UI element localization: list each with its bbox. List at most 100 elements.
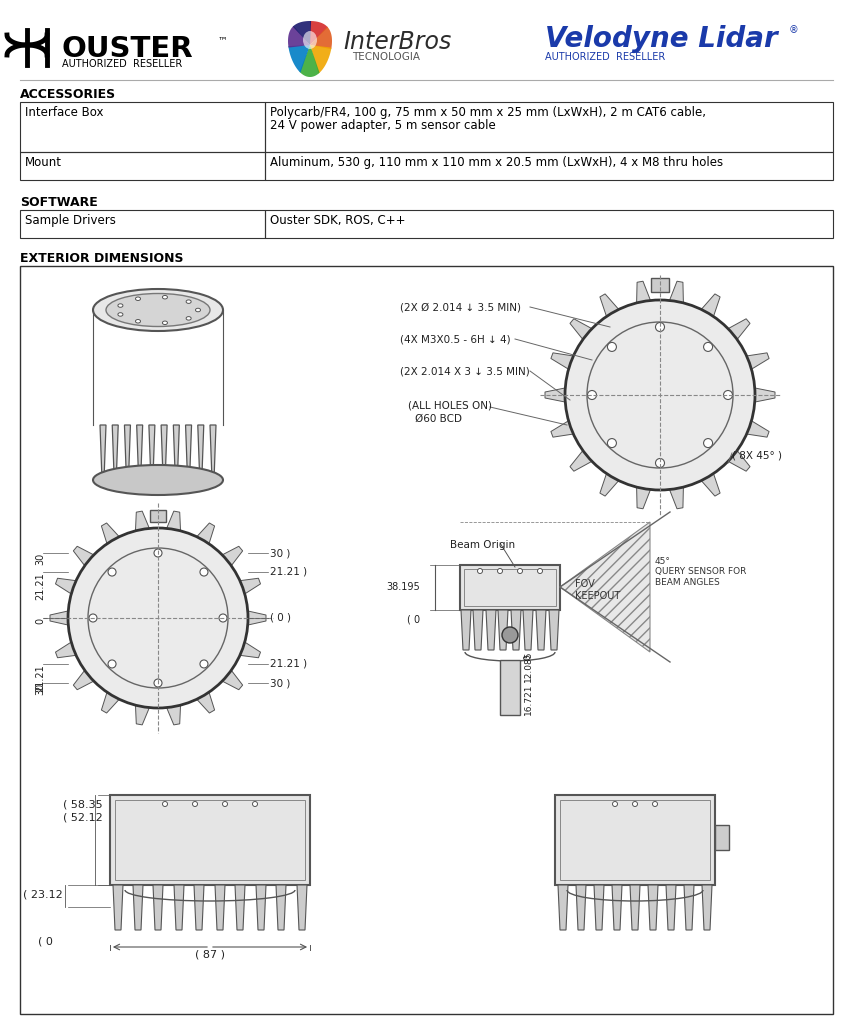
Polygon shape bbox=[73, 671, 94, 690]
Polygon shape bbox=[569, 318, 591, 339]
Ellipse shape bbox=[195, 308, 200, 311]
Text: ™: ™ bbox=[218, 35, 227, 45]
Text: 21.21 ): 21.21 ) bbox=[270, 567, 307, 577]
Polygon shape bbox=[101, 692, 119, 713]
Bar bbox=[560, 800, 709, 880]
Polygon shape bbox=[669, 282, 682, 303]
Circle shape bbox=[199, 568, 208, 577]
Polygon shape bbox=[701, 885, 711, 930]
Polygon shape bbox=[700, 474, 719, 496]
Text: ( 23.12: ( 23.12 bbox=[23, 890, 63, 900]
Polygon shape bbox=[560, 522, 649, 652]
Text: 16.721: 16.721 bbox=[523, 683, 532, 715]
Text: ( 87 ): ( 87 ) bbox=[195, 950, 225, 959]
Text: 30: 30 bbox=[35, 553, 45, 565]
Polygon shape bbox=[197, 523, 215, 544]
Polygon shape bbox=[288, 26, 309, 48]
Polygon shape bbox=[309, 27, 331, 49]
Circle shape bbox=[193, 802, 198, 807]
Polygon shape bbox=[186, 425, 192, 480]
Text: 24 V power adapter, 5 m sensor cable: 24 V power adapter, 5 m sensor cable bbox=[270, 119, 495, 132]
Polygon shape bbox=[510, 610, 521, 650]
Circle shape bbox=[654, 459, 664, 468]
Polygon shape bbox=[700, 294, 719, 316]
Polygon shape bbox=[149, 425, 155, 480]
Circle shape bbox=[607, 342, 616, 351]
Ellipse shape bbox=[135, 297, 141, 300]
Ellipse shape bbox=[106, 294, 210, 327]
Circle shape bbox=[154, 549, 162, 557]
Ellipse shape bbox=[302, 31, 317, 49]
Text: 38.195: 38.195 bbox=[386, 582, 419, 592]
Polygon shape bbox=[124, 425, 130, 480]
Text: 30 ): 30 ) bbox=[270, 678, 290, 688]
Text: Beam Origin: Beam Origin bbox=[450, 540, 515, 550]
Ellipse shape bbox=[162, 296, 167, 299]
Bar bbox=[459, 565, 560, 610]
Text: 21.21: 21.21 bbox=[35, 664, 45, 692]
Polygon shape bbox=[73, 546, 94, 565]
Bar bbox=[499, 660, 520, 715]
Polygon shape bbox=[636, 282, 649, 303]
Polygon shape bbox=[50, 611, 68, 625]
Text: ( 0 ): ( 0 ) bbox=[270, 613, 291, 623]
Circle shape bbox=[108, 659, 116, 668]
Bar bbox=[150, 510, 166, 522]
Polygon shape bbox=[210, 425, 216, 480]
Polygon shape bbox=[240, 642, 260, 657]
Circle shape bbox=[564, 300, 754, 490]
Text: AUTHORIZED  RESELLER: AUTHORIZED RESELLER bbox=[62, 59, 182, 69]
Text: Ø60 BCD: Ø60 BCD bbox=[415, 414, 462, 424]
Polygon shape bbox=[135, 511, 149, 530]
Polygon shape bbox=[174, 885, 184, 930]
Circle shape bbox=[703, 342, 711, 351]
Bar bbox=[20, 210, 265, 238]
Bar bbox=[20, 266, 832, 1014]
Ellipse shape bbox=[186, 300, 191, 303]
Text: Ouster SDK, ROS, C++: Ouster SDK, ROS, C++ bbox=[270, 214, 405, 227]
Text: (ALL HOLES ON): (ALL HOLES ON) bbox=[407, 400, 492, 410]
Polygon shape bbox=[299, 45, 320, 77]
Polygon shape bbox=[486, 610, 495, 650]
Circle shape bbox=[537, 568, 542, 573]
Polygon shape bbox=[161, 425, 167, 480]
Polygon shape bbox=[728, 318, 749, 339]
Polygon shape bbox=[166, 511, 181, 530]
Polygon shape bbox=[636, 487, 649, 509]
Polygon shape bbox=[611, 885, 621, 930]
Polygon shape bbox=[746, 353, 769, 369]
Ellipse shape bbox=[93, 289, 222, 331]
Circle shape bbox=[703, 438, 711, 447]
Circle shape bbox=[222, 802, 227, 807]
Polygon shape bbox=[669, 487, 682, 509]
Bar bbox=[714, 825, 728, 850]
Polygon shape bbox=[544, 388, 564, 402]
Text: Aluminum, 530 g, 110 mm x 110 mm x 20.5 mm (LxWxH), 4 x M8 thru holes: Aluminum, 530 g, 110 mm x 110 mm x 20.5 … bbox=[270, 156, 722, 169]
Polygon shape bbox=[593, 885, 603, 930]
Circle shape bbox=[199, 659, 208, 668]
Text: 45°
QUERY SENSOR FOR
BEAM ANGLES: 45° QUERY SENSOR FOR BEAM ANGLES bbox=[654, 557, 746, 587]
Bar bbox=[463, 569, 556, 606]
Polygon shape bbox=[498, 610, 508, 650]
Text: Interface Box: Interface Box bbox=[25, 106, 103, 119]
Bar bbox=[20, 152, 265, 180]
Circle shape bbox=[722, 390, 732, 399]
Bar bbox=[265, 210, 832, 238]
Polygon shape bbox=[153, 885, 163, 930]
Circle shape bbox=[163, 802, 167, 807]
Polygon shape bbox=[248, 611, 266, 625]
Ellipse shape bbox=[162, 322, 167, 325]
Text: InterBros: InterBros bbox=[343, 30, 451, 54]
Polygon shape bbox=[630, 885, 639, 930]
Text: (4X M3X0.5 - 6H ↓ 4): (4X M3X0.5 - 6H ↓ 4) bbox=[400, 335, 510, 345]
Text: TECNOLOGIA: TECNOLOGIA bbox=[352, 52, 419, 62]
Text: Polycarb/FR4, 100 g, 75 mm x 50 mm x 25 mm (LxWxH), 2 m CAT6 cable,: Polycarb/FR4, 100 g, 75 mm x 50 mm x 25 … bbox=[270, 106, 705, 119]
Circle shape bbox=[654, 323, 664, 332]
Text: (2X 2.014 X 3 ↓ 3.5 MIN): (2X 2.014 X 3 ↓ 3.5 MIN) bbox=[400, 367, 529, 377]
Polygon shape bbox=[665, 885, 675, 930]
Polygon shape bbox=[575, 885, 585, 930]
Polygon shape bbox=[100, 425, 106, 480]
Polygon shape bbox=[460, 610, 470, 650]
Polygon shape bbox=[296, 885, 307, 930]
Circle shape bbox=[502, 627, 517, 643]
